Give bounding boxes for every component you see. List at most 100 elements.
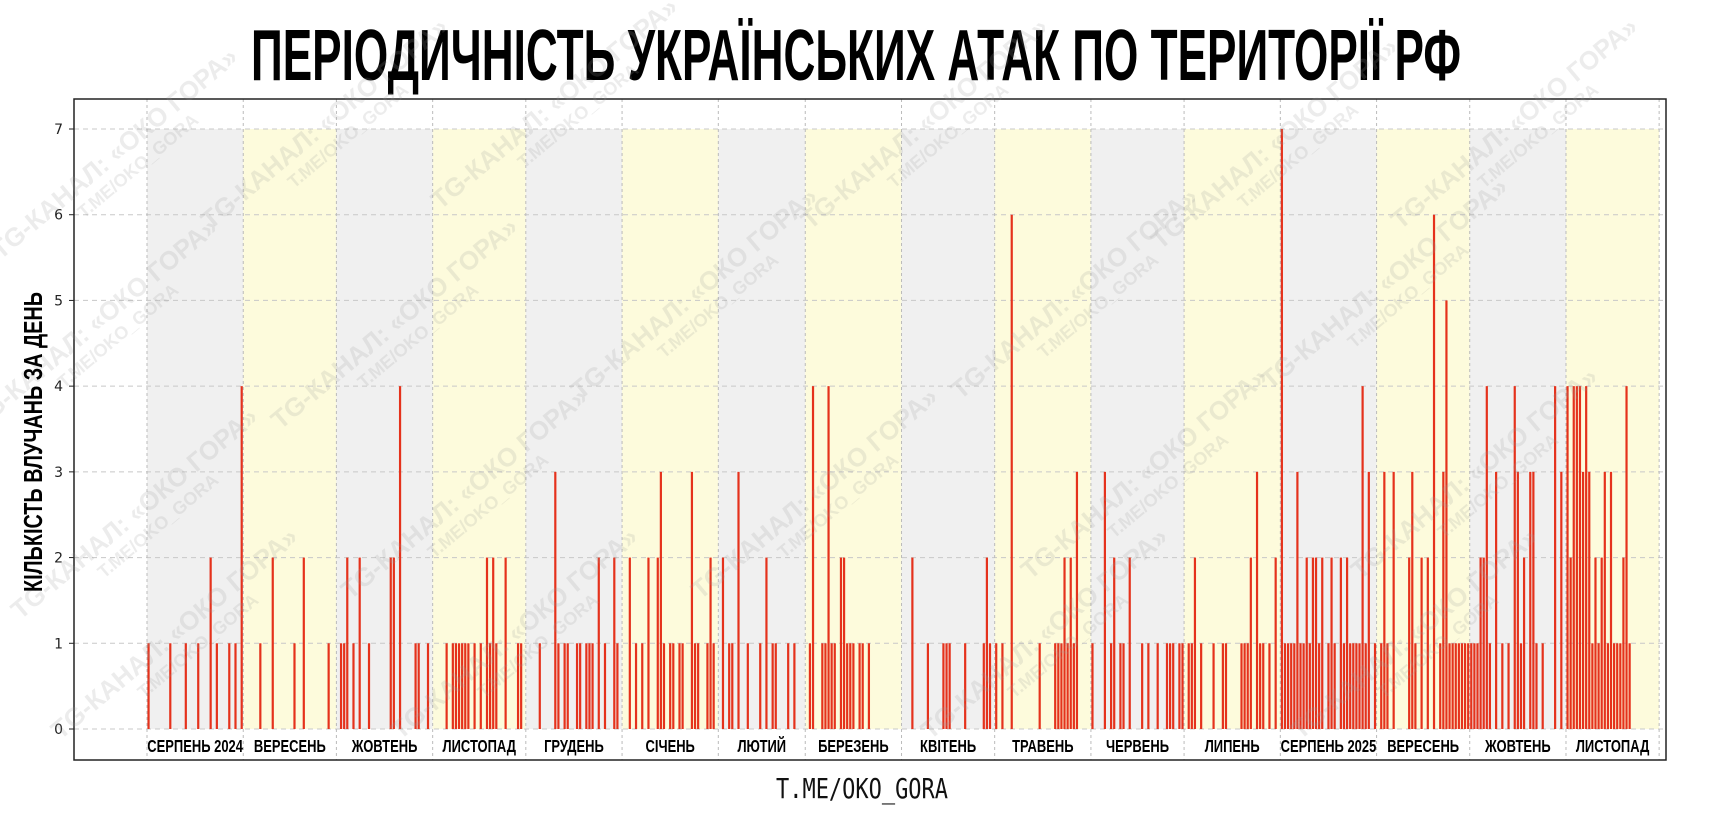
bar: [1293, 643, 1296, 729]
bar: [1060, 643, 1063, 729]
month-shade: [1565, 129, 1660, 729]
bar: [613, 557, 616, 729]
bar: [1495, 471, 1498, 729]
grid-lines: [74, 99, 1666, 760]
bar: [597, 557, 600, 729]
month-shade: [147, 129, 244, 729]
bar: [1588, 471, 1591, 729]
y-axis-label: КІЛЬКІСТЬ ВЛУЧАНЬ ЗА ДЕНЬ: [18, 292, 48, 592]
bar: [417, 643, 420, 729]
bar: [1321, 557, 1324, 729]
bar: [1302, 643, 1305, 729]
bar: [557, 643, 560, 729]
bar: [1392, 471, 1395, 729]
bar: [1411, 471, 1414, 729]
month-label: ЛИСТОПАД: [443, 737, 516, 757]
bar: [867, 643, 871, 729]
bar: [662, 643, 666, 729]
bar: [1367, 471, 1370, 729]
bar: [1445, 300, 1448, 729]
bar: [737, 471, 740, 729]
month-shade: [622, 129, 719, 729]
bar: [1532, 471, 1535, 729]
bar: [1488, 643, 1492, 729]
bar: [445, 643, 448, 729]
month-labels: СЕРПЕНЬ 2024 ВЕРЕСЕНЬ ЖОВТЕНЬ ЛИСТОПАД ГРУДЕ…: [147, 735, 1649, 757]
month-label: ЛИСТОПАД: [1576, 737, 1649, 757]
bar: [1628, 643, 1631, 729]
bar: [641, 643, 644, 729]
bar: [197, 643, 200, 729]
bar: [721, 557, 725, 729]
bar: [1190, 643, 1193, 729]
bar: [579, 643, 582, 729]
bar: [1460, 643, 1464, 729]
bar: [1467, 643, 1470, 729]
bar: [473, 643, 476, 729]
bar: [1603, 471, 1606, 729]
y-tick-label: 3: [54, 465, 63, 481]
bar: [842, 557, 846, 729]
bar: [672, 643, 675, 729]
bar: [1408, 557, 1411, 729]
bar: [774, 643, 777, 729]
month-shade: [1090, 129, 1185, 729]
bar: [942, 643, 945, 729]
bar: [169, 643, 172, 729]
bar: [1613, 643, 1616, 729]
bar: [563, 643, 566, 729]
bar: [1274, 557, 1277, 729]
bar: [1352, 643, 1355, 729]
bar: [964, 643, 967, 729]
bar: [1001, 643, 1004, 729]
bar: [634, 643, 638, 729]
bar: [367, 643, 371, 729]
bar: [1299, 643, 1302, 729]
y-tick-label: 7: [54, 122, 63, 138]
bar: [1172, 643, 1175, 729]
bar: [504, 557, 507, 729]
bars: [147, 129, 1631, 729]
bar: [1165, 643, 1169, 729]
bar: [554, 471, 557, 729]
bar: [1110, 643, 1113, 729]
bar: [1113, 557, 1116, 729]
bar: [461, 643, 464, 729]
bar: [1286, 643, 1290, 729]
bar: [1451, 643, 1454, 729]
bar: [1280, 129, 1283, 729]
bar: [240, 386, 243, 729]
bar: [1178, 643, 1181, 729]
bar: [678, 643, 681, 729]
bar: [1529, 471, 1532, 729]
bar: [1181, 643, 1184, 729]
bar: [1581, 471, 1585, 729]
bar: [1432, 214, 1436, 729]
bar: [1625, 386, 1628, 729]
month-shade: [336, 129, 433, 729]
month-label: СЕРПЕНЬ 2024: [147, 737, 243, 757]
month-shade: [718, 129, 806, 729]
month-label: БЕРЕЗЕНЬ: [818, 737, 889, 757]
bar: [588, 643, 591, 729]
chart-title: ПЕРІОДИЧНІСТЬ УКРАЇНСЬКИХ АТАК ПО ТЕРИТО…: [251, 16, 1461, 96]
month-label: ЛИПЕНЬ: [1205, 737, 1260, 757]
bar: [492, 557, 495, 729]
month-label: ВЕРЕСЕНЬ: [1387, 737, 1459, 757]
y-tick-label: 0: [54, 722, 63, 738]
bar: [1259, 643, 1262, 729]
bar: [1554, 386, 1557, 729]
bar: [709, 557, 712, 729]
bar: [1128, 557, 1131, 729]
bar: [690, 471, 694, 729]
bar: [454, 643, 458, 729]
bar: [1091, 643, 1094, 729]
bar: [759, 643, 762, 729]
bar: [1569, 557, 1572, 729]
bar: [858, 643, 861, 729]
footer-link[interactable]: T.ME/OKO_GORA: [776, 772, 948, 806]
bar: [1463, 643, 1467, 729]
bar: [1516, 471, 1519, 729]
bar: [861, 643, 864, 729]
bar: [693, 643, 697, 729]
